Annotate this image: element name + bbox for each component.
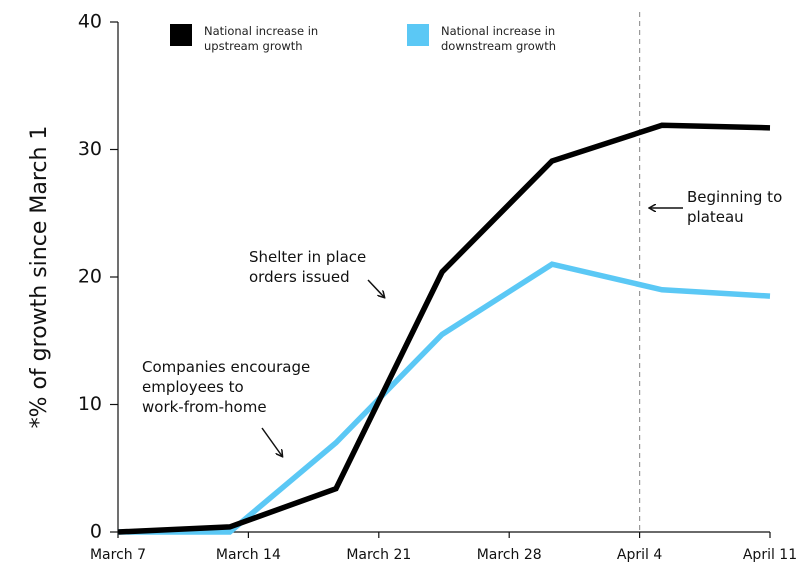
annotation-line: Companies encourage xyxy=(142,358,311,376)
y-tick-label: 30 xyxy=(78,138,102,160)
x-tick-label: April 11 xyxy=(743,547,797,563)
x-tick-label: March 14 xyxy=(216,547,281,563)
legend-swatch xyxy=(407,24,429,46)
legend-label: National increase in downstream growth xyxy=(441,24,556,53)
y-tick-label: 0 xyxy=(90,521,102,543)
annotation-line: orders issued xyxy=(249,268,350,286)
x-tick-label: March 7 xyxy=(90,547,146,563)
annotation: Beginning to plateau xyxy=(687,187,782,227)
arrow xyxy=(367,279,384,297)
x-tick-label: April 4 xyxy=(617,547,662,563)
y-tick-label: 20 xyxy=(78,266,102,288)
x-tick-label: March 28 xyxy=(477,547,542,563)
annotation-line: Shelter in place xyxy=(249,248,367,266)
y-tick-label: 10 xyxy=(78,393,102,415)
y-axis-label: *% of growth since March 1 xyxy=(27,126,52,429)
legend-label: National increase in upstream growth xyxy=(204,24,319,53)
legend-swatch xyxy=(170,24,192,46)
annotation-line: Beginning to xyxy=(687,188,783,206)
x-tick-label: March 21 xyxy=(346,547,411,563)
legend-item: National increase in upstream growth xyxy=(170,24,329,54)
arrow xyxy=(261,427,282,456)
annotation-line: employees to xyxy=(142,378,244,396)
annotation: Companies encourage employees to work-from… xyxy=(142,357,310,417)
legend-item: National increase in downstream growth xyxy=(407,24,566,54)
annotation-line: work-from-home xyxy=(142,398,267,416)
series-line xyxy=(118,261,771,535)
annotation-line: plateau xyxy=(687,208,744,226)
y-tick-label: 40 xyxy=(78,11,102,33)
annotation: Shelter in place orders issued xyxy=(249,247,366,287)
series-line xyxy=(117,122,771,535)
